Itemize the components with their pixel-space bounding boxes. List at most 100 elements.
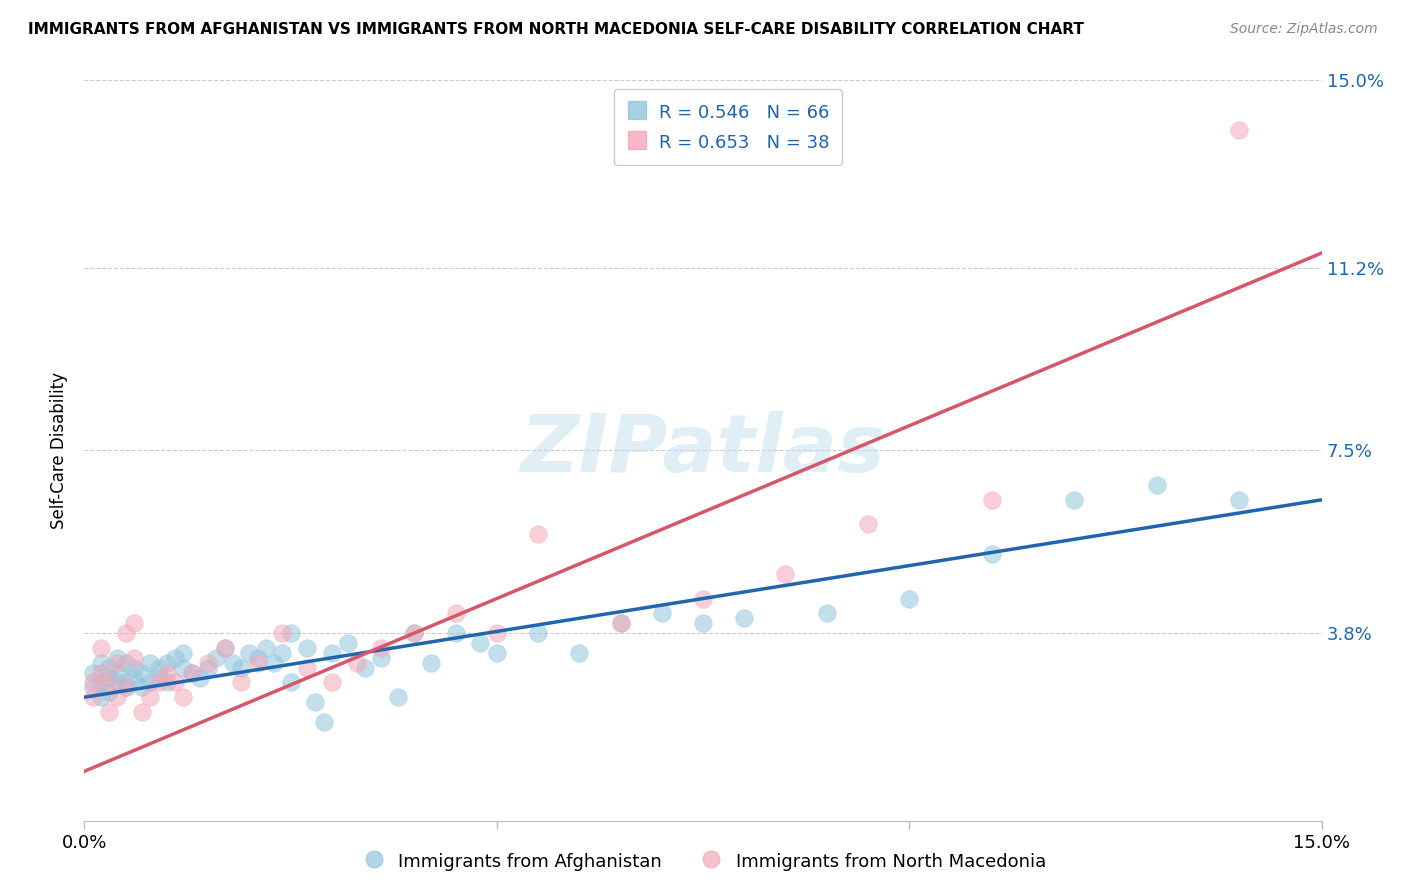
Point (139, 690, 162, 705)
Point (122, 671, 145, 685)
Point (271, 646, 294, 660)
Point (295, 660, 318, 674)
Point (197, 660, 219, 674)
Point (692, 591, 714, 606)
Point (470, 636, 492, 650)
Point (90, 640, 112, 655)
Point (370, 640, 392, 655)
Point (370, 650, 392, 665)
Point (404, 626, 426, 640)
Point (404, 626, 426, 640)
Point (337, 636, 360, 650)
Point (387, 690, 409, 705)
Point (90, 665, 112, 680)
Point (172, 660, 194, 674)
Point (139, 656, 162, 670)
Point (82, 665, 104, 680)
Point (280, 626, 302, 640)
Point (1063, 492, 1085, 507)
Point (165, 675, 187, 690)
Point (82, 690, 104, 705)
Point (122, 650, 145, 665)
Point (131, 705, 153, 719)
Point (98, 671, 121, 685)
Point (214, 640, 236, 655)
Point (205, 650, 228, 665)
Point (609, 616, 631, 631)
Point (114, 675, 136, 690)
Point (156, 665, 179, 680)
Y-axis label: Self-Care Disability: Self-Care Disability (51, 372, 69, 529)
Point (856, 517, 879, 532)
Point (148, 660, 170, 674)
Point (651, 607, 673, 621)
Legend: Immigrants from Afghanistan, Immigrants from North Macedonia: Immigrants from Afghanistan, Immigrants … (353, 843, 1053, 879)
Point (980, 492, 1002, 507)
Point (122, 616, 145, 631)
Point (485, 646, 508, 660)
Legend: R = 0.546   N = 66, R = 0.653   N = 38: R = 0.546 N = 66, R = 0.653 N = 38 (613, 89, 842, 165)
Point (222, 656, 245, 670)
Point (90, 656, 112, 670)
Point (180, 665, 202, 680)
Point (180, 665, 202, 680)
Point (105, 665, 128, 680)
Point (485, 626, 508, 640)
Point (692, 616, 714, 631)
Point (105, 650, 128, 665)
Point (229, 660, 252, 674)
Point (148, 675, 170, 690)
Point (898, 591, 921, 606)
Point (82, 675, 104, 690)
Point (98, 685, 121, 699)
Point (238, 646, 260, 660)
Point (321, 675, 343, 690)
Point (271, 626, 294, 640)
Point (1146, 478, 1168, 492)
Point (98, 660, 121, 674)
Text: ZIPatlas: ZIPatlas (520, 411, 886, 490)
Point (98, 675, 121, 690)
Point (156, 675, 179, 690)
Point (197, 656, 219, 670)
Point (527, 626, 550, 640)
Point (304, 695, 326, 709)
Point (148, 671, 170, 685)
Point (733, 611, 755, 625)
Point (98, 705, 121, 719)
Point (90, 675, 112, 690)
Text: IMMIGRANTS FROM AFGHANISTAN VS IMMIGRANTS FROM NORTH MACEDONIA SELF-CARE DISABIL: IMMIGRANTS FROM AFGHANISTAN VS IMMIGRANT… (28, 22, 1084, 37)
Point (131, 665, 153, 680)
Point (527, 527, 550, 541)
Point (419, 656, 441, 670)
Point (254, 640, 277, 655)
Point (114, 681, 136, 695)
Point (114, 626, 136, 640)
Point (1227, 492, 1250, 507)
Point (156, 656, 179, 670)
Point (188, 671, 211, 685)
Point (609, 616, 631, 631)
Point (131, 681, 153, 695)
Point (214, 640, 236, 655)
Point (246, 650, 269, 665)
Point (353, 660, 375, 674)
Point (295, 640, 318, 655)
Point (90, 690, 112, 705)
Point (82, 681, 104, 695)
Point (568, 646, 591, 660)
Point (105, 656, 128, 670)
Point (1227, 122, 1250, 136)
Point (246, 656, 269, 670)
Point (346, 656, 368, 670)
Point (172, 646, 194, 660)
Point (165, 650, 187, 665)
Point (444, 626, 467, 640)
Point (444, 607, 467, 621)
Point (980, 547, 1002, 561)
Text: Source: ZipAtlas.com: Source: ZipAtlas.com (1230, 22, 1378, 37)
Point (229, 675, 252, 690)
Point (172, 690, 194, 705)
Point (105, 690, 128, 705)
Point (263, 656, 285, 670)
